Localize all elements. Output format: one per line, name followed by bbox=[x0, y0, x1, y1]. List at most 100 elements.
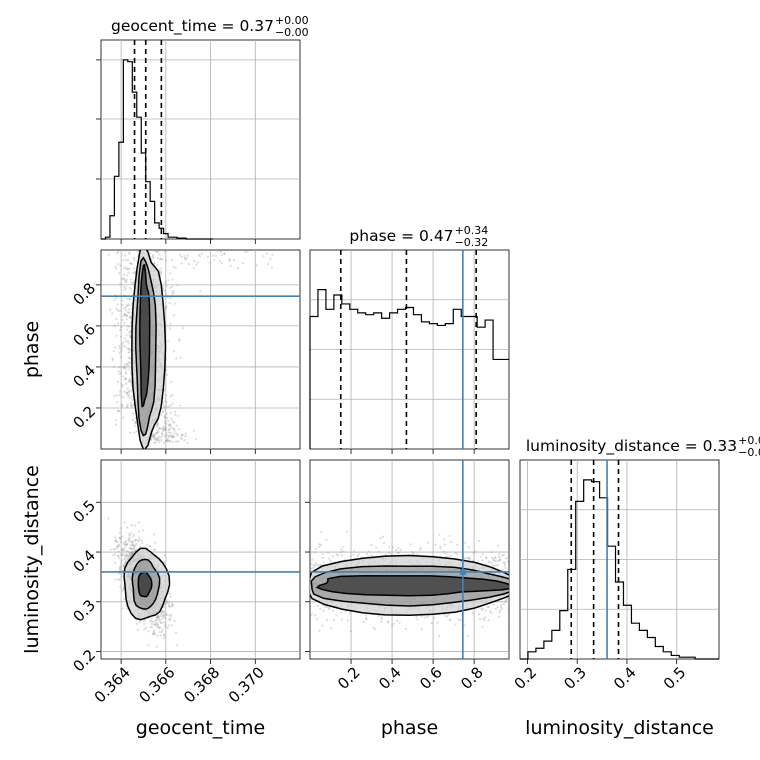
sample-point bbox=[117, 250, 120, 253]
sample-point bbox=[127, 391, 130, 394]
sample-point bbox=[442, 550, 445, 553]
sample-point bbox=[119, 264, 122, 267]
sample-point bbox=[123, 278, 126, 281]
sample-point bbox=[472, 552, 475, 555]
sample-point bbox=[158, 253, 161, 256]
sample-point bbox=[109, 308, 112, 311]
sample-point bbox=[127, 538, 130, 541]
sample-point bbox=[387, 551, 390, 555]
sample-point bbox=[171, 435, 174, 438]
sample-point bbox=[314, 551, 317, 554]
sample-point bbox=[126, 347, 129, 350]
sample-point bbox=[119, 527, 122, 530]
sample-point bbox=[192, 267, 195, 270]
sample-point bbox=[155, 616, 158, 619]
sample-point bbox=[112, 554, 115, 557]
sample-point bbox=[162, 428, 165, 431]
sample-point bbox=[314, 614, 317, 617]
sample-point bbox=[129, 377, 132, 380]
sample-point bbox=[455, 553, 458, 556]
sample-point bbox=[114, 324, 117, 327]
sample-point bbox=[160, 610, 163, 613]
sample-point bbox=[123, 557, 126, 560]
sample-point bbox=[490, 556, 493, 560]
sample-point bbox=[396, 619, 399, 623]
sample-point bbox=[126, 405, 129, 408]
sample-point bbox=[135, 622, 139, 625]
title-upper: +0.05 bbox=[738, 434, 760, 447]
sample-point bbox=[153, 620, 156, 623]
sample-point bbox=[169, 272, 172, 275]
sample-point bbox=[114, 540, 117, 543]
sample-point bbox=[138, 536, 141, 539]
sample-point bbox=[167, 279, 170, 282]
sample-point bbox=[129, 551, 132, 554]
sample-point bbox=[128, 553, 131, 557]
sample-point bbox=[156, 437, 159, 440]
sample-point bbox=[126, 268, 129, 271]
sample-point bbox=[123, 543, 126, 546]
sample-point bbox=[192, 259, 196, 263]
sample-point bbox=[155, 645, 158, 649]
sample-point bbox=[166, 440, 169, 443]
sample-point bbox=[367, 550, 370, 553]
sample-point bbox=[121, 318, 124, 321]
sample-point bbox=[132, 271, 135, 275]
sample-point bbox=[311, 558, 314, 561]
sample-point bbox=[126, 555, 129, 558]
sample-point bbox=[123, 313, 126, 316]
sample-point bbox=[377, 550, 380, 553]
sample-point bbox=[244, 250, 247, 253]
contour-level bbox=[131, 250, 167, 449]
sample-point bbox=[124, 371, 127, 374]
sample-point bbox=[118, 351, 121, 354]
sample-point bbox=[167, 419, 170, 423]
sample-point bbox=[130, 405, 133, 408]
sample-point bbox=[446, 615, 449, 618]
sample-point bbox=[444, 552, 447, 555]
sample-point bbox=[119, 328, 122, 332]
sample-point bbox=[427, 614, 430, 618]
sample-point bbox=[464, 541, 467, 544]
sample-point bbox=[501, 554, 504, 557]
sample-point bbox=[164, 439, 167, 442]
sample-point bbox=[160, 630, 163, 633]
sample-point bbox=[130, 551, 133, 555]
sample-point bbox=[126, 405, 129, 408]
sample-point bbox=[111, 359, 114, 362]
sample-point bbox=[163, 426, 166, 430]
sample-point bbox=[152, 256, 155, 259]
title-text: geocent_time = 0.37 bbox=[111, 17, 274, 36]
sample-point bbox=[155, 439, 158, 442]
sample-point bbox=[162, 289, 165, 292]
sample-point bbox=[321, 556, 324, 559]
sample-point bbox=[158, 620, 161, 623]
sample-point bbox=[313, 565, 316, 568]
sample-point bbox=[157, 430, 160, 433]
sample-point bbox=[117, 370, 120, 373]
sample-point bbox=[157, 626, 160, 630]
sample-point bbox=[122, 365, 125, 368]
sample-point bbox=[160, 621, 163, 624]
sample-point bbox=[169, 323, 172, 326]
sample-point bbox=[130, 551, 133, 554]
sample-point bbox=[126, 304, 129, 308]
sample-point bbox=[130, 281, 133, 284]
sample-point bbox=[156, 424, 159, 427]
sample-point bbox=[124, 345, 127, 348]
sample-point bbox=[365, 617, 368, 620]
sample-point bbox=[492, 558, 495, 561]
contours bbox=[131, 250, 167, 449]
sample-point bbox=[178, 428, 181, 431]
sample-point bbox=[117, 322, 120, 325]
sample-point bbox=[129, 261, 132, 264]
sample-point bbox=[176, 434, 179, 437]
title-text: phase = 0.47 bbox=[349, 227, 453, 245]
sample-point bbox=[463, 624, 466, 627]
sample-point bbox=[335, 614, 338, 617]
sample-point bbox=[448, 534, 451, 538]
x-tick-label: 0.6 bbox=[416, 663, 446, 693]
sample-point bbox=[152, 435, 156, 439]
sample-point bbox=[165, 439, 169, 442]
